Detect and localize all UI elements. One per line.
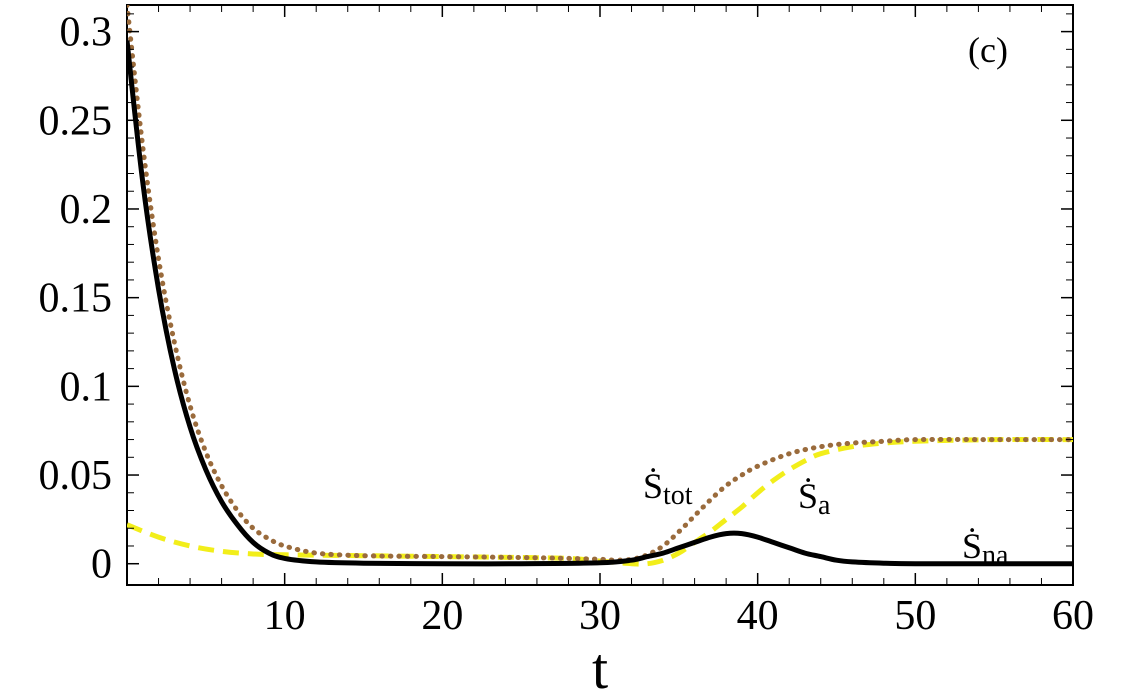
x-tick-label: 60 (1052, 593, 1094, 639)
plot-frame (126, 4, 1074, 586)
annotation-sa-main: Ṡ (798, 476, 818, 516)
x-tick-label: 40 (737, 593, 779, 639)
series-layer (127, 5, 1073, 567)
y-tick-label: 0 (91, 542, 112, 588)
y-tick-label: 0.1 (60, 364, 113, 410)
y-tick-label: 0.05 (39, 453, 113, 499)
annotation-stot-sub: tot (663, 480, 693, 511)
y-tick-label: 0.2 (60, 187, 113, 233)
annotation-sna-main: Ṡ (962, 526, 982, 566)
annotation-sa: Ṡa (798, 476, 831, 521)
annotation-stot-main: Ṡ (643, 466, 663, 506)
x-tick-label: 50 (894, 593, 936, 639)
series-line-sa (127, 436, 1073, 567)
x-axis-label: t (592, 636, 608, 697)
annotation-sa-sub: a (818, 490, 831, 521)
annotation-stot: Ṡtot (643, 466, 693, 511)
tick-layer: 0 0.05 0.1 0.15 0.2 0.25 0.3 10 20 30 40 50 60 (39, 5, 1094, 639)
x-tick-label: 20 (421, 593, 463, 639)
x-tick-label: 30 (579, 593, 621, 639)
annotation-sna: Ṡna (962, 526, 1009, 571)
series-line-stot (127, 5, 1073, 563)
x-tick-label: 10 (264, 593, 306, 639)
y-tick-label: 0.15 (39, 276, 113, 322)
y-tick-label: 0.25 (39, 98, 113, 144)
y-tick-label: 0.3 (60, 10, 113, 56)
series-line-sna (127, 40, 1073, 567)
panel-label: (c) (968, 30, 1008, 70)
annotation-sna-sub: na (982, 540, 1009, 571)
